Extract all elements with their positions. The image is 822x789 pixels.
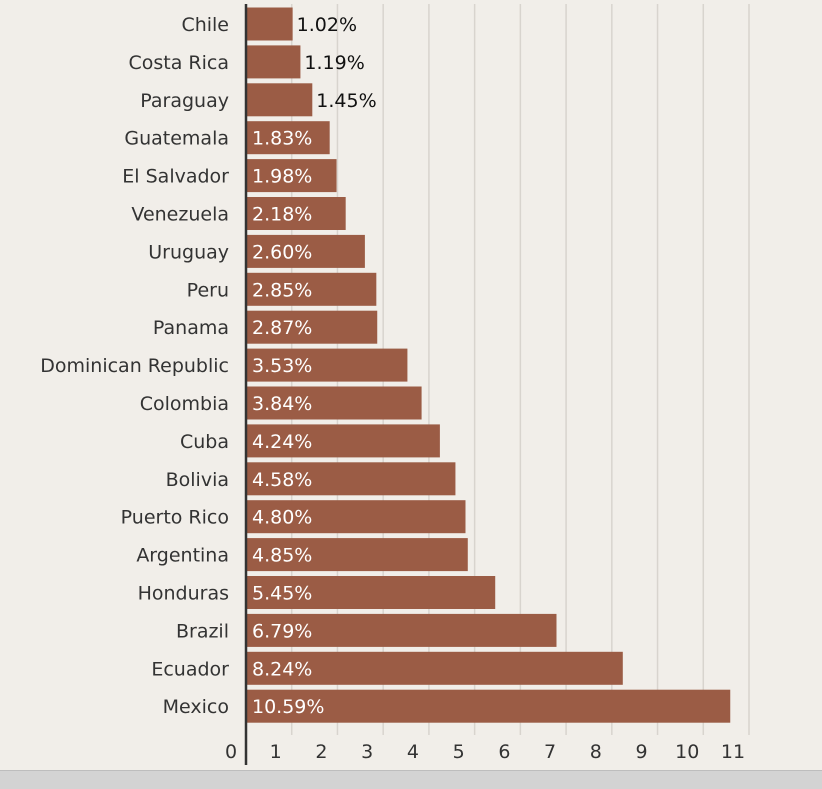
gridlines — [290, 4, 750, 735]
bar-guatemala — [246, 121, 330, 155]
data-label-mexico: 10.59% — [252, 696, 324, 718]
bar-peru — [246, 272, 377, 306]
data-label-brazil: 6.79% — [252, 620, 312, 642]
data-label-venezuela: 2.18% — [252, 204, 312, 226]
bar-argentina — [246, 538, 468, 572]
x-tick-label-1: 1 — [270, 741, 282, 763]
x-tick-label-7: 7 — [544, 741, 556, 763]
data-label-panama: 2.87% — [252, 317, 312, 339]
bar-puerto-rico — [246, 500, 466, 534]
bar-colombia — [246, 386, 422, 420]
category-label-brazil: Brazil — [176, 620, 229, 642]
data-label-ecuador: 8.24% — [252, 658, 312, 680]
bar-panama — [246, 310, 378, 344]
bar-uruguay — [246, 234, 365, 268]
category-label-honduras: Honduras — [138, 583, 229, 605]
category-label-chile: Chile — [181, 14, 229, 36]
category-label-ecuador: Ecuador — [151, 658, 229, 680]
category-labels: Chile Costa Rica Paraguay Guatemala El Salva… — [40, 14, 229, 718]
bar-venezuela — [246, 197, 346, 230]
category-label-mexico: Mexico — [163, 696, 229, 718]
data-label-peru: 2.85% — [252, 279, 312, 301]
bar-brazil — [246, 613, 557, 647]
data-label-colombia: 3.84% — [252, 393, 312, 415]
category-label-uruguay: Uruguay — [148, 241, 229, 263]
category-label-cuba: Cuba — [180, 431, 229, 453]
category-label-argentina: Argentina — [136, 545, 229, 567]
bar-costa-rica — [246, 45, 301, 79]
category-label-panama: Panama — [153, 317, 229, 339]
horizontal-scrollbar[interactable] — [0, 770, 822, 789]
data-label-paraguay: 1.45% — [316, 90, 376, 112]
category-label-dominican-republic: Dominican Republic — [40, 355, 229, 377]
bar-el-salvador — [246, 159, 337, 193]
category-label-el-salvador: El Salvador — [122, 166, 229, 188]
bar-ecuador — [246, 651, 623, 685]
x-tick-label-8: 8 — [590, 741, 602, 763]
category-label-puerto-rico: Puerto Rico — [121, 507, 229, 529]
data-label-argentina: 4.85% — [252, 545, 312, 567]
category-label-guatemala: Guatemala — [124, 128, 229, 150]
data-label-el-salvador: 1.98% — [252, 166, 312, 188]
data-label-honduras: 5.45% — [252, 583, 312, 605]
category-label-costa-rica: Costa Rica — [129, 52, 230, 74]
bar-paraguay — [246, 83, 313, 117]
x-tick-label-5: 5 — [453, 741, 465, 763]
category-label-peru: Peru — [187, 279, 229, 301]
bar-honduras — [246, 576, 496, 609]
data-label-guatemala: 1.83% — [252, 128, 312, 150]
bar-bolivia — [246, 462, 456, 496]
x-tick-label-9: 9 — [635, 741, 647, 763]
bars: 1.02% 1.19% 1.45%1.83% 1.98% 2.18% 2.60% 2.85%… — [246, 7, 731, 723]
data-label-cuba: 4.24% — [252, 431, 312, 453]
x-tick-label-2: 2 — [315, 741, 327, 763]
data-label-chile: 1.02% — [297, 14, 357, 36]
category-label-paraguay: Paraguay — [140, 90, 229, 112]
x-tick-label-0: 0 — [225, 741, 237, 763]
data-label-costa-rica: 1.19% — [304, 52, 364, 74]
bar-mexico — [246, 689, 731, 723]
bar-cuba — [246, 424, 440, 458]
x-tick-label-6: 6 — [498, 741, 510, 763]
x-tick-label-11: 11 — [721, 741, 745, 763]
data-label-dominican-republic: 3.53% — [252, 355, 312, 377]
x-tick-label-3: 3 — [361, 741, 373, 763]
data-label-bolivia: 4.58% — [252, 469, 312, 491]
category-label-bolivia: Bolivia — [166, 469, 229, 491]
data-label-uruguay: 2.60% — [252, 241, 312, 263]
x-tick-label-4: 4 — [407, 741, 419, 763]
bar-chile — [246, 7, 293, 41]
bar-chart: 1.02% 1.19% 1.45%1.83% 1.98% 2.18% 2.60% 2.85%… — [40, 4, 750, 765]
bar-dominican-republic — [246, 348, 408, 382]
x-axis-ticks: 0 1 2 3 4 5 6 7 8 9 10 11 — [225, 741, 745, 763]
category-label-venezuela: Venezuela — [131, 204, 229, 226]
category-label-colombia: Colombia — [140, 393, 229, 415]
x-tick-label-10: 10 — [675, 741, 699, 763]
data-label-puerto-rico: 4.80% — [252, 507, 312, 529]
